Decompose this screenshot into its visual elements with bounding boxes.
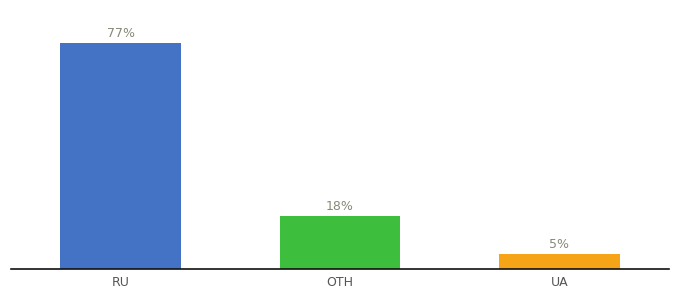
Bar bbox=[61, 43, 181, 269]
Bar bbox=[499, 254, 619, 269]
Text: 5%: 5% bbox=[549, 238, 569, 251]
Text: 18%: 18% bbox=[326, 200, 354, 213]
Bar bbox=[279, 216, 401, 269]
Text: 77%: 77% bbox=[107, 27, 135, 40]
